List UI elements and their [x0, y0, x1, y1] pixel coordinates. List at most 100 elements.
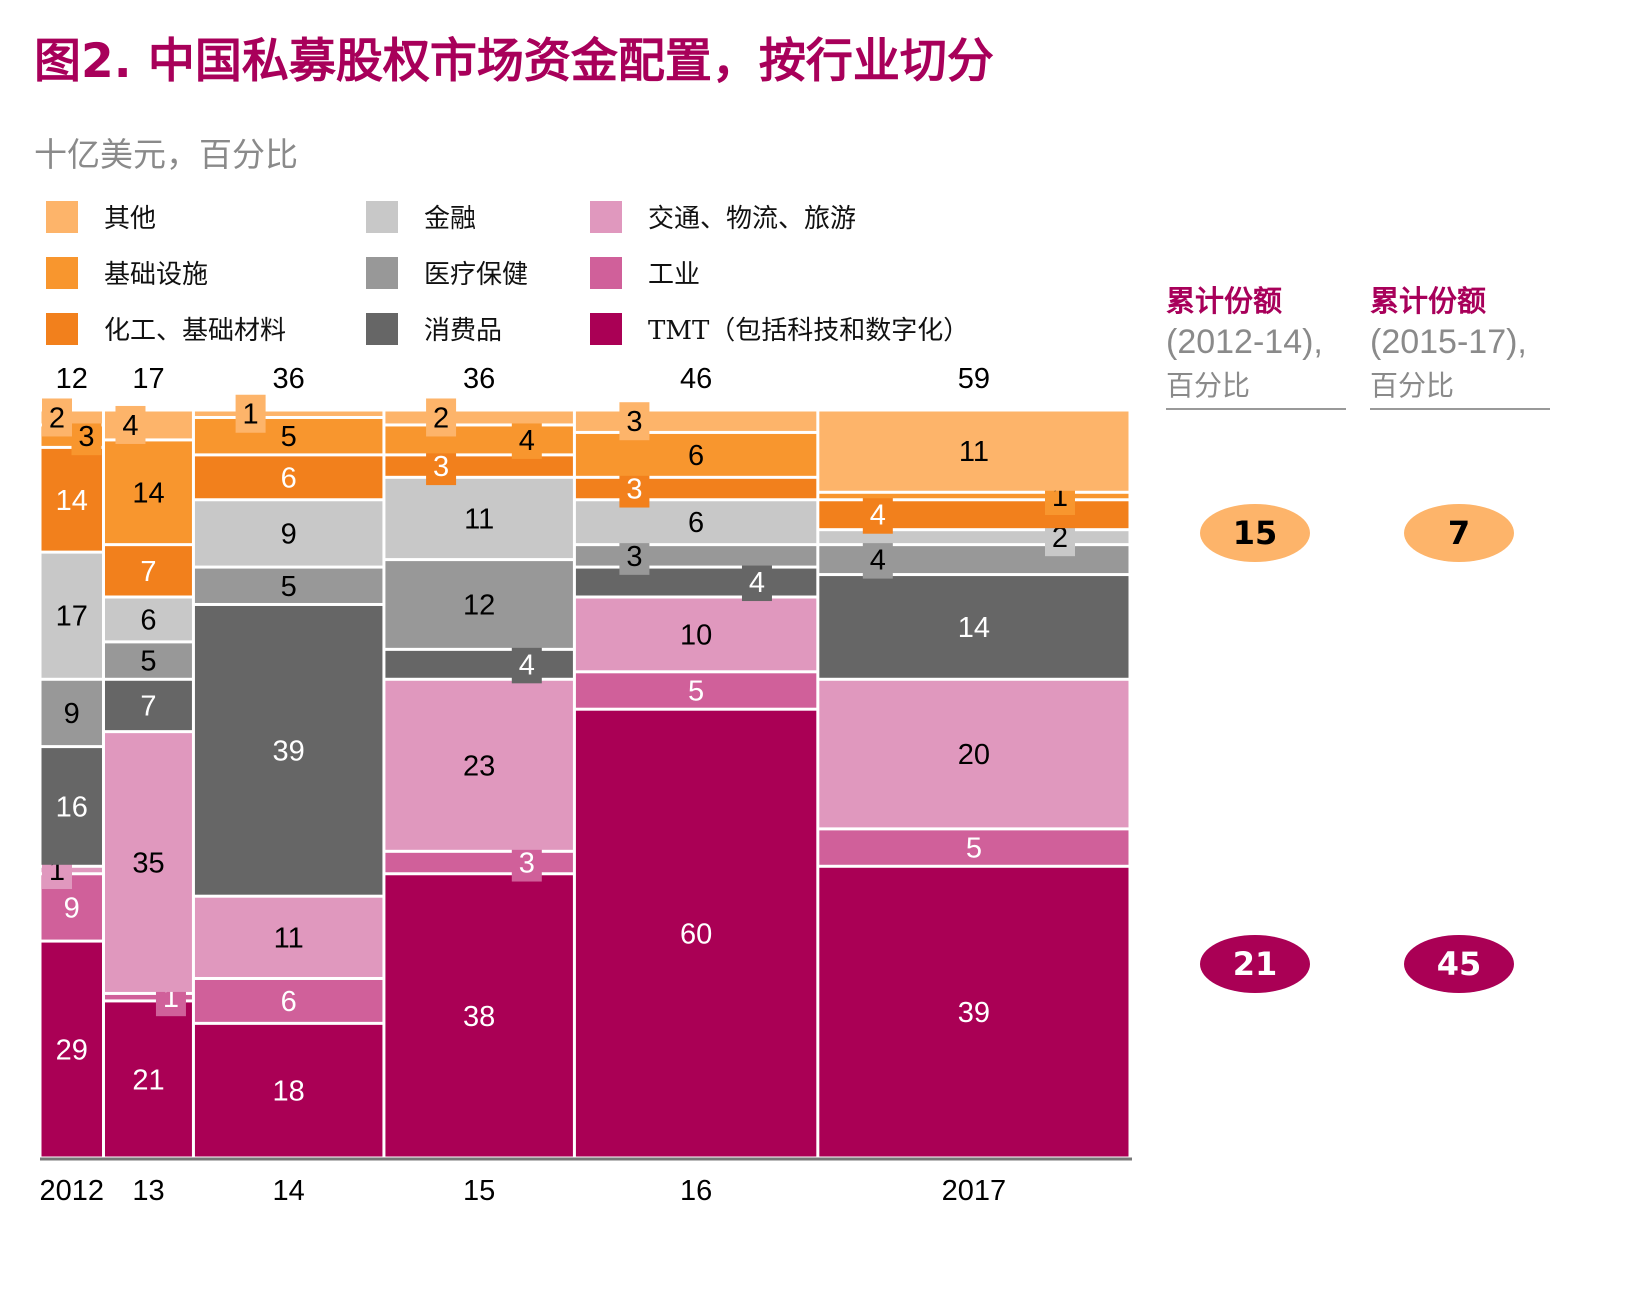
- segment: [575, 546, 817, 566]
- segment-label-box: [511, 843, 542, 882]
- segment-label: 4: [870, 500, 886, 532]
- side-header-period: (2012-14),: [1166, 323, 1323, 361]
- segment: [575, 673, 817, 708]
- legend-item: 医疗保健: [366, 254, 528, 291]
- segment: [819, 493, 1129, 499]
- segment-label: 17: [56, 601, 88, 633]
- segment-label: 14: [56, 485, 88, 517]
- segment: [104, 546, 192, 596]
- segment-label-box: [511, 420, 542, 459]
- segment-label: 38: [463, 1001, 495, 1033]
- segment-label-box: [426, 398, 457, 437]
- legend-swatch: [590, 200, 622, 233]
- segment-label: 11: [464, 503, 494, 535]
- legend-label: 化工、基础材料: [104, 316, 287, 346]
- segment-label: 6: [281, 986, 297, 1018]
- legend-label: 工业: [648, 260, 701, 290]
- x-tick-label: 15: [463, 1175, 495, 1207]
- segment: [385, 426, 573, 454]
- segment-label: 12: [463, 589, 495, 621]
- segment: [41, 942, 102, 1157]
- segment: [104, 733, 192, 992]
- segment-label-box: [619, 536, 650, 575]
- segment: [575, 433, 817, 476]
- segment-label-box: [235, 394, 266, 433]
- segment-label: 7: [140, 556, 156, 588]
- segment-label: 6: [281, 462, 297, 494]
- segment-label: 14: [132, 477, 164, 509]
- segment-label: 21: [132, 1064, 164, 1096]
- side-header-unit: 百分比: [1166, 369, 1251, 402]
- legend-swatch: [590, 312, 622, 345]
- legend-label: 基础设施: [104, 260, 209, 290]
- segment: [385, 650, 573, 678]
- legend-swatch: [46, 256, 78, 289]
- segment: [104, 598, 192, 641]
- segment: [194, 456, 383, 499]
- legend-item: 其他: [46, 198, 156, 235]
- segment-label: 4: [870, 545, 886, 577]
- segment: [819, 830, 1129, 865]
- segment: [575, 501, 817, 544]
- segment: [575, 598, 817, 671]
- segment-label: 16: [56, 791, 88, 823]
- legend-item: TMT（包括科技和数字化）: [590, 310, 969, 347]
- share-tmt-2012-14: 21: [1200, 935, 1310, 993]
- segment: [575, 478, 817, 499]
- segment-label: 3: [433, 451, 449, 483]
- segment: [194, 979, 383, 1022]
- segment: [819, 680, 1129, 828]
- segment: [385, 411, 573, 424]
- legend-label: TMT（包括科技和数字化）: [648, 316, 970, 346]
- chart-title: 图2. 中国私募股权市场资金配置，按行业切分: [34, 34, 994, 89]
- legend-item: 交通、物流、旅游: [590, 198, 856, 235]
- segment: [819, 867, 1129, 1157]
- segment-label: 4: [122, 410, 138, 442]
- side-header-title: 累计份额: [1370, 284, 1487, 318]
- segment: [194, 411, 383, 416]
- column-total: 59: [958, 363, 990, 395]
- segment-label: 18: [273, 1076, 305, 1108]
- segment-label: 20: [958, 739, 990, 771]
- segment-label: 5: [966, 833, 982, 865]
- legend-label: 医疗保健: [424, 260, 529, 290]
- segment: [104, 1002, 192, 1157]
- legend-swatch: [590, 256, 622, 289]
- segment-label: 9: [281, 518, 297, 550]
- segment-label-box: [71, 417, 102, 456]
- column-total: 36: [463, 363, 495, 395]
- legend-label: 其他: [104, 204, 157, 234]
- chart-subtitle: 十亿美元，百分比: [34, 135, 298, 174]
- segment-label: 14: [958, 612, 990, 644]
- segment-label: 39: [273, 735, 305, 767]
- segment-label: 2: [433, 402, 449, 434]
- segment: [194, 605, 383, 895]
- segment-label: 1: [243, 399, 259, 431]
- column-total: 12: [56, 363, 88, 395]
- legend-item: 基础设施: [46, 254, 208, 291]
- segment-label-box: [619, 402, 650, 441]
- segment: [104, 441, 192, 544]
- segment: [41, 680, 102, 746]
- column-total: 36: [273, 363, 305, 395]
- segment: [819, 576, 1129, 678]
- segment: [385, 875, 573, 1157]
- segment-label: 3: [519, 848, 535, 880]
- segment: [194, 501, 383, 566]
- segment-label: 35: [132, 848, 164, 880]
- column-total: 17: [132, 363, 164, 395]
- segment: [819, 411, 1129, 491]
- segment-label: 9: [64, 698, 80, 730]
- segment: [194, 1024, 383, 1157]
- legend-swatch: [366, 256, 398, 289]
- x-tick-label: 2012: [39, 1175, 104, 1207]
- segment-label: 3: [78, 421, 94, 453]
- column-total: 46: [680, 363, 712, 395]
- segment: [104, 680, 192, 731]
- x-tick-label: 14: [273, 1175, 305, 1207]
- segment-label-box: [426, 447, 457, 486]
- share-other-2012-14: 15: [1200, 504, 1310, 562]
- segment-label: 5: [281, 571, 297, 603]
